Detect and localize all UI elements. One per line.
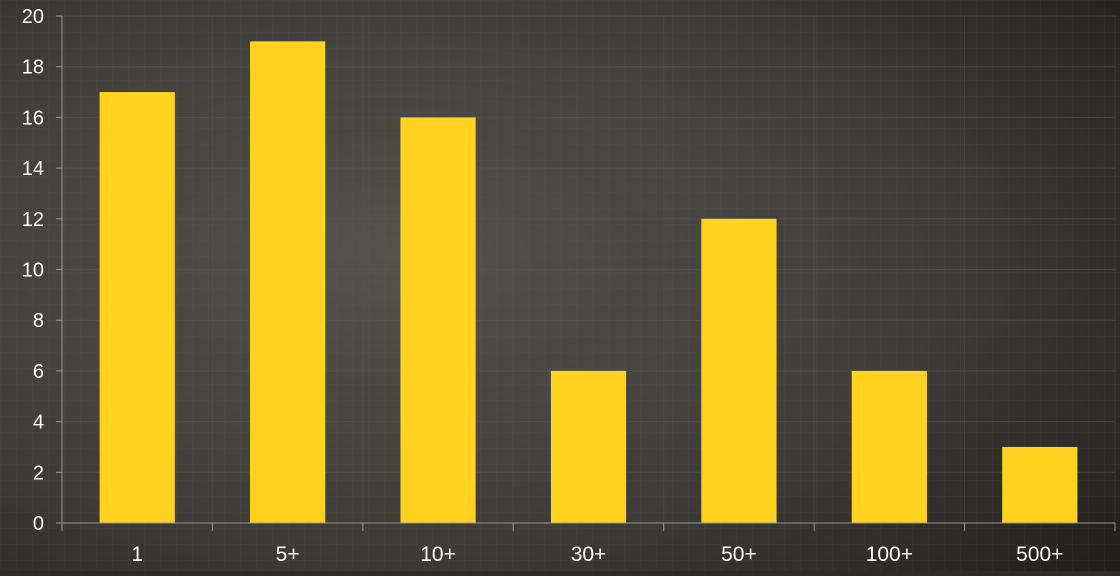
x-tick-label: 1 [131, 543, 143, 566]
y-tick-label: 0 [33, 513, 44, 535]
bar-30plus [550, 370, 627, 523]
bar-5plus [250, 41, 326, 523]
x-axis-tick-labels: 1 5+ 10+ 30+ 50+ 100+ 500+ [131, 543, 1063, 566]
axes [56, 15, 1116, 531]
bar-500plus [1002, 446, 1078, 523]
x-tick-label: 5+ [276, 543, 300, 566]
bars-group [99, 41, 1078, 524]
y-tick-label: 6 [33, 361, 44, 383]
y-tick-label: 2 [33, 462, 44, 484]
y-tick-label: 8 [33, 310, 44, 332]
y-tick-label: 20 [22, 6, 44, 28]
bar-50plus [701, 218, 777, 524]
x-tick-label: 30+ [571, 543, 607, 566]
bar-10plus [400, 117, 476, 524]
x-tick-label: 500+ [1016, 543, 1063, 566]
bar-100plus [851, 370, 927, 523]
x-tick-label: 10+ [420, 543, 456, 566]
x-tick-label: 100+ [866, 543, 913, 566]
y-tick-label: 4 [33, 412, 44, 434]
y-tick-label: 14 [22, 158, 44, 180]
y-tick-label: 16 [22, 107, 44, 129]
y-tick-label: 10 [22, 260, 44, 282]
y-tick-label: 12 [22, 209, 44, 231]
bar-1 [99, 92, 175, 524]
x-tick-label: 50+ [721, 543, 757, 566]
y-axis-tick-labels: 0 2 4 6 8 10 12 14 16 18 20 [22, 6, 44, 535]
y-tick-label: 18 [22, 57, 44, 79]
